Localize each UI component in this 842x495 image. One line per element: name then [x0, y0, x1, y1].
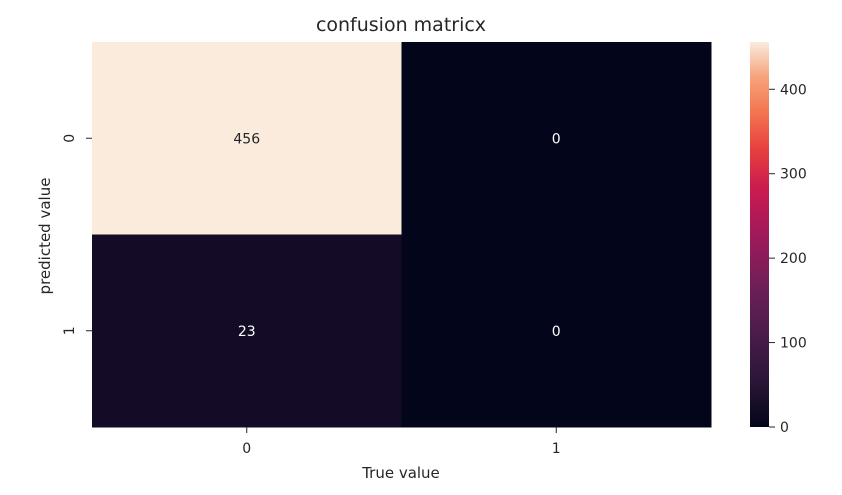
x-axis-label: True value [361, 464, 440, 482]
heatmap-cell [92, 234, 402, 428]
x-tick-label: 1 [552, 441, 561, 457]
cell-value-label: 0 [552, 324, 561, 340]
colorbar-tick-label: 0 [780, 420, 789, 436]
colorbar-tick-label: 100 [780, 336, 807, 352]
cell-value-label: 0 [552, 131, 561, 147]
colorbar [750, 42, 769, 427]
colorbar-tick-label: 400 [780, 82, 807, 98]
y-tick-label: 0 [62, 134, 78, 143]
x-tick-label: 0 [242, 441, 251, 457]
colorbar-tick-label: 200 [780, 251, 807, 267]
colorbar-tick-label: 300 [780, 167, 807, 183]
chart-title: confusion matricx [316, 14, 486, 36]
y-axis-label: predicted value [36, 178, 54, 295]
cell-value-label: 23 [238, 324, 256, 340]
heatmap-cell [401, 42, 712, 235]
heatmap-annotations: 456 0 23 0 [233, 131, 560, 340]
heatmap-cell [92, 42, 402, 235]
heatmap-cells [92, 42, 712, 428]
colorbar-axis: 0 100 200 300 400 [769, 82, 807, 436]
y-axis: 01 [62, 134, 92, 335]
cell-value-label: 456 [233, 131, 260, 147]
heatmap-cell [401, 234, 712, 428]
y-tick-label: 1 [62, 326, 78, 335]
